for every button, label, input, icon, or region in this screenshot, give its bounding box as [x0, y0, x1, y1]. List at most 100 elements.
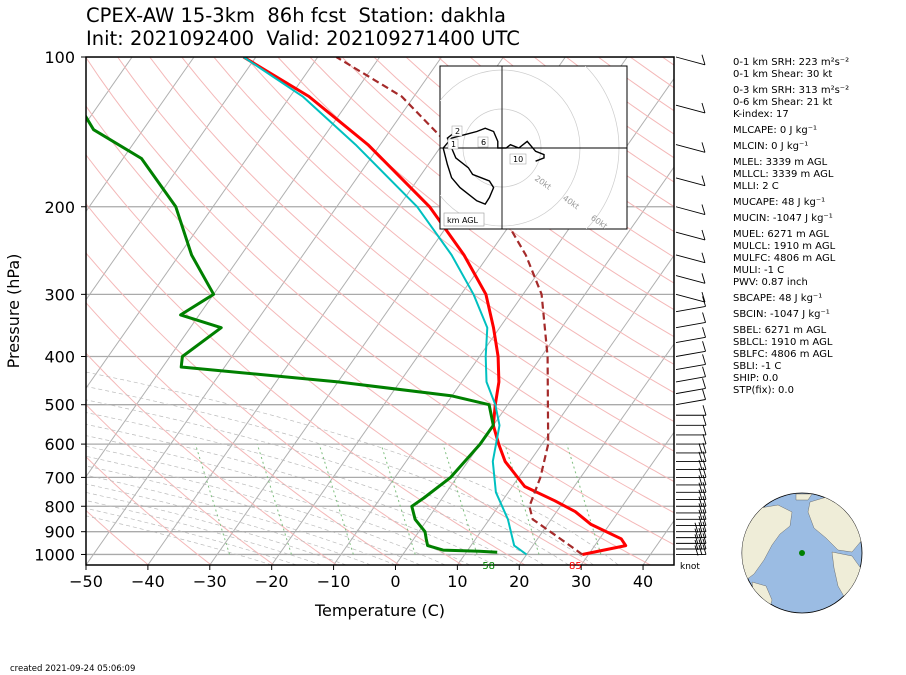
hodograph-height-box	[447, 138, 459, 150]
wind-barb	[675, 312, 706, 329]
dry-adiabat	[86, 105, 651, 565]
isotherm-line	[518, 343, 674, 565]
globe-map	[741, 492, 863, 614]
series-parcel_virtual_temperature	[242, 57, 528, 556]
dry-adiabat	[181, 57, 674, 452]
dry-adiabat	[245, 57, 674, 394]
dry-adiabat	[309, 57, 674, 338]
station-marker	[799, 550, 805, 556]
y-tick-label: 900	[44, 523, 75, 542]
mixing-ratio-line	[256, 443, 292, 555]
y-tick-label: 400	[44, 348, 75, 367]
wind-barb	[675, 229, 706, 241]
dry-adiabat	[117, 57, 674, 514]
mixing-ratio-line	[318, 443, 354, 555]
index-row: SBCAPE: 48 J kg⁻¹	[733, 293, 823, 304]
moist-adiabat	[86, 474, 396, 565]
dry-adiabat	[86, 509, 149, 565]
y-tick-label: 200	[44, 198, 75, 217]
mixing-ratio-line	[566, 443, 602, 555]
wind-barb	[676, 533, 707, 545]
isotherm-line	[580, 431, 674, 565]
wind-barb	[676, 433, 707, 445]
surface-value-label: 58	[482, 561, 495, 572]
wind-barb	[675, 204, 706, 215]
isotherm-line	[333, 77, 674, 565]
wind-barb	[675, 341, 706, 357]
x-tick-label: 0	[390, 572, 400, 591]
index-row: 0-3 km SRH: 313 m²s⁻²	[733, 85, 850, 96]
hodograph-height-box	[477, 136, 489, 148]
wind-barb	[675, 354, 706, 371]
wind-barb	[676, 527, 707, 539]
wind-barb	[676, 509, 707, 520]
moist-adiabat	[86, 492, 347, 565]
x-tick-label: 30	[571, 572, 591, 591]
index-row: MULCL: 1910 m AGL	[733, 241, 836, 252]
y-tick-label: 1000	[34, 545, 75, 564]
index-row: 0-6 km Shear: 21 kt	[733, 97, 833, 108]
moist-adiabat	[86, 445, 470, 565]
wind-barb	[675, 175, 706, 187]
hodograph-height-label: 6	[481, 138, 486, 147]
x-tick-label: −20	[255, 572, 289, 591]
wind-barb	[676, 489, 707, 501]
isotherm-line	[395, 166, 674, 565]
index-row: SBEL: 6271 m AGL	[733, 325, 827, 336]
wind-barb	[676, 515, 707, 527]
series-temperature	[242, 57, 628, 556]
index-row: 0-1 km SRH: 223 m²s⁻²	[733, 57, 850, 68]
index-row: MUCAPE: 48 J kg⁻¹	[733, 197, 826, 208]
indices-panel: 0-1 km SRH: 223 m²s⁻² 0-1 km Shear: 30 kt…	[733, 57, 849, 397]
isotherm-line	[86, 57, 257, 301]
index-row: SBLI: -1 C	[733, 361, 782, 372]
wind-barb	[676, 502, 707, 514]
wind-barb	[676, 521, 707, 533]
created-timestamp: created 2021-09-24 05:06:09	[10, 664, 136, 674]
wind-barb	[675, 291, 706, 303]
hodograph-height-box	[451, 125, 463, 137]
hodograph-height-label: 10	[513, 155, 523, 164]
dry-adiabat	[86, 352, 337, 565]
hodograph-height-box	[509, 153, 527, 165]
mixing-ratio-line	[380, 443, 416, 555]
y-tick-label: 800	[44, 497, 75, 516]
y-tick-label: 100	[44, 48, 75, 67]
dry-adiabat	[341, 57, 674, 311]
x-tick-label: −50	[69, 572, 103, 591]
y-tick-label: 600	[44, 435, 75, 454]
index-row: SBLFC: 4806 m AGL	[733, 349, 833, 360]
wind-barb	[676, 538, 707, 551]
index-row: MLCAPE: 0 J kg⁻¹	[733, 125, 818, 136]
wind-barb	[676, 496, 707, 507]
dry-adiabat	[277, 57, 674, 365]
index-row: MUEL: 6271 m AGL	[733, 229, 829, 240]
dry-adiabat	[86, 154, 589, 565]
index-row: SBCIN: -1047 J kg⁻¹	[733, 309, 830, 320]
index-row: MLLI: 2 C	[733, 181, 779, 192]
index-row: MLCIN: 0 J kg⁻¹	[733, 141, 809, 152]
x-tick-label: −30	[193, 572, 227, 591]
dry-adiabat	[86, 403, 275, 565]
hodograph-ring-label: 80kt	[617, 233, 637, 251]
dry-adiabat	[86, 302, 400, 565]
y-axis-label: Pressure (hPa)	[4, 254, 23, 369]
surface-value-label: 85	[569, 561, 582, 572]
wind-barb	[675, 366, 706, 383]
moist-adiabat	[86, 386, 594, 565]
x-tick-label: −40	[131, 572, 165, 591]
wind-barb	[676, 415, 707, 426]
hodograph-height-label: 1	[451, 140, 456, 149]
moist-adiabat	[86, 435, 495, 565]
index-row: MLLCL: 3339 m AGL	[733, 169, 834, 180]
mixing-ratio-line	[504, 443, 540, 555]
chart-subtitle: Init: 2021092400 Valid: 202109271400 UTC	[86, 27, 520, 50]
wind-units-label: knot	[680, 562, 700, 572]
wind-barb	[675, 102, 706, 114]
x-tick-label: 10	[447, 572, 467, 591]
wind-barb	[675, 54, 706, 66]
index-row: MLEL: 3339 m AGL	[733, 157, 828, 168]
dry-adiabat	[213, 57, 674, 423]
index-row: K-index: 17	[733, 109, 789, 120]
